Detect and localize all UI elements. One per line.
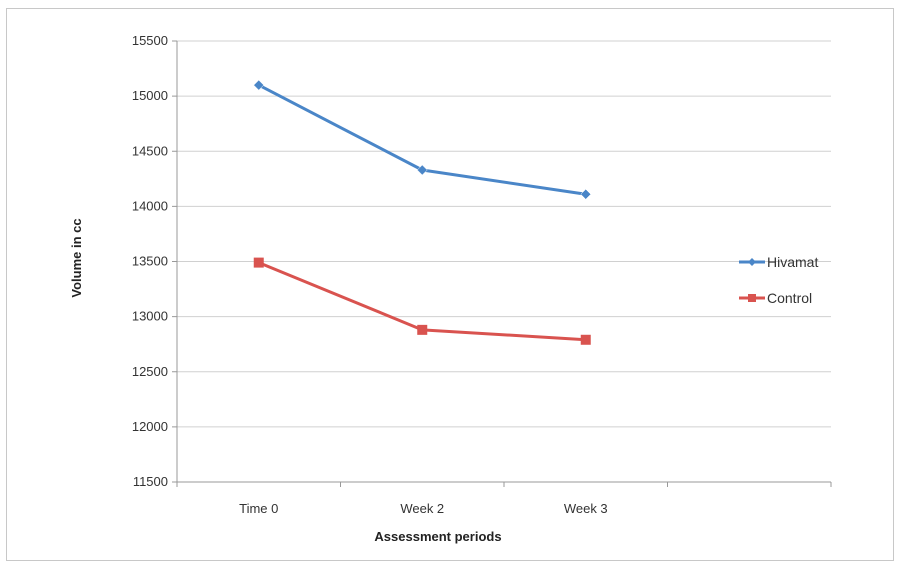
y-tick-label: 13000 [132, 309, 168, 324]
legend-marker [748, 258, 756, 266]
chart-frame: 11500 12000 12500 13000 13500 14000 14500 15000… [6, 8, 894, 561]
x-tick-label: Week 3 [564, 501, 608, 516]
y-tick-label: 15000 [132, 88, 168, 103]
y-tick-label: 13500 [132, 254, 168, 269]
x-axis-title: Assessment periods [374, 529, 501, 544]
legend-label: Hivamat [767, 254, 818, 270]
x-tick-label: Time 0 [239, 501, 278, 516]
data-point [580, 188, 592, 200]
y-tick-label: 12500 [132, 364, 168, 379]
y-tick-label: 14000 [132, 198, 168, 213]
series-hivamat [253, 79, 592, 200]
data-point [253, 257, 264, 268]
y-tick-label: 15500 [132, 33, 168, 48]
data-point [580, 334, 591, 345]
legend-label: Control [767, 290, 812, 306]
legend: Hivamat Control [739, 254, 818, 306]
data-point [416, 164, 428, 176]
y-tick-label: 11500 [133, 474, 168, 489]
gridlines [177, 40, 831, 428]
data-point [253, 79, 265, 91]
legend-marker [748, 294, 756, 302]
series-layer [253, 79, 592, 345]
legend-item-hivamat: Hivamat [739, 254, 818, 270]
series-control [253, 257, 591, 345]
y-axis-title: Volume in cc [69, 218, 84, 297]
x-tick-label: Week 2 [400, 501, 444, 516]
y-tick-label: 12000 [132, 419, 168, 434]
y-tick-label: 14500 [132, 143, 168, 158]
series-line [258, 83, 586, 196]
legend-item-control: Control [739, 290, 812, 306]
axes [172, 40, 832, 487]
x-tick-labels: Time 0 Week 2 Week 3 [239, 501, 608, 516]
y-tick-labels: 11500 12000 12500 13000 13500 14000 14500 15000… [132, 33, 168, 489]
data-point [417, 324, 428, 335]
line-chart: 11500 12000 12500 13000 13500 14000 14500 15000… [69, 33, 832, 544]
